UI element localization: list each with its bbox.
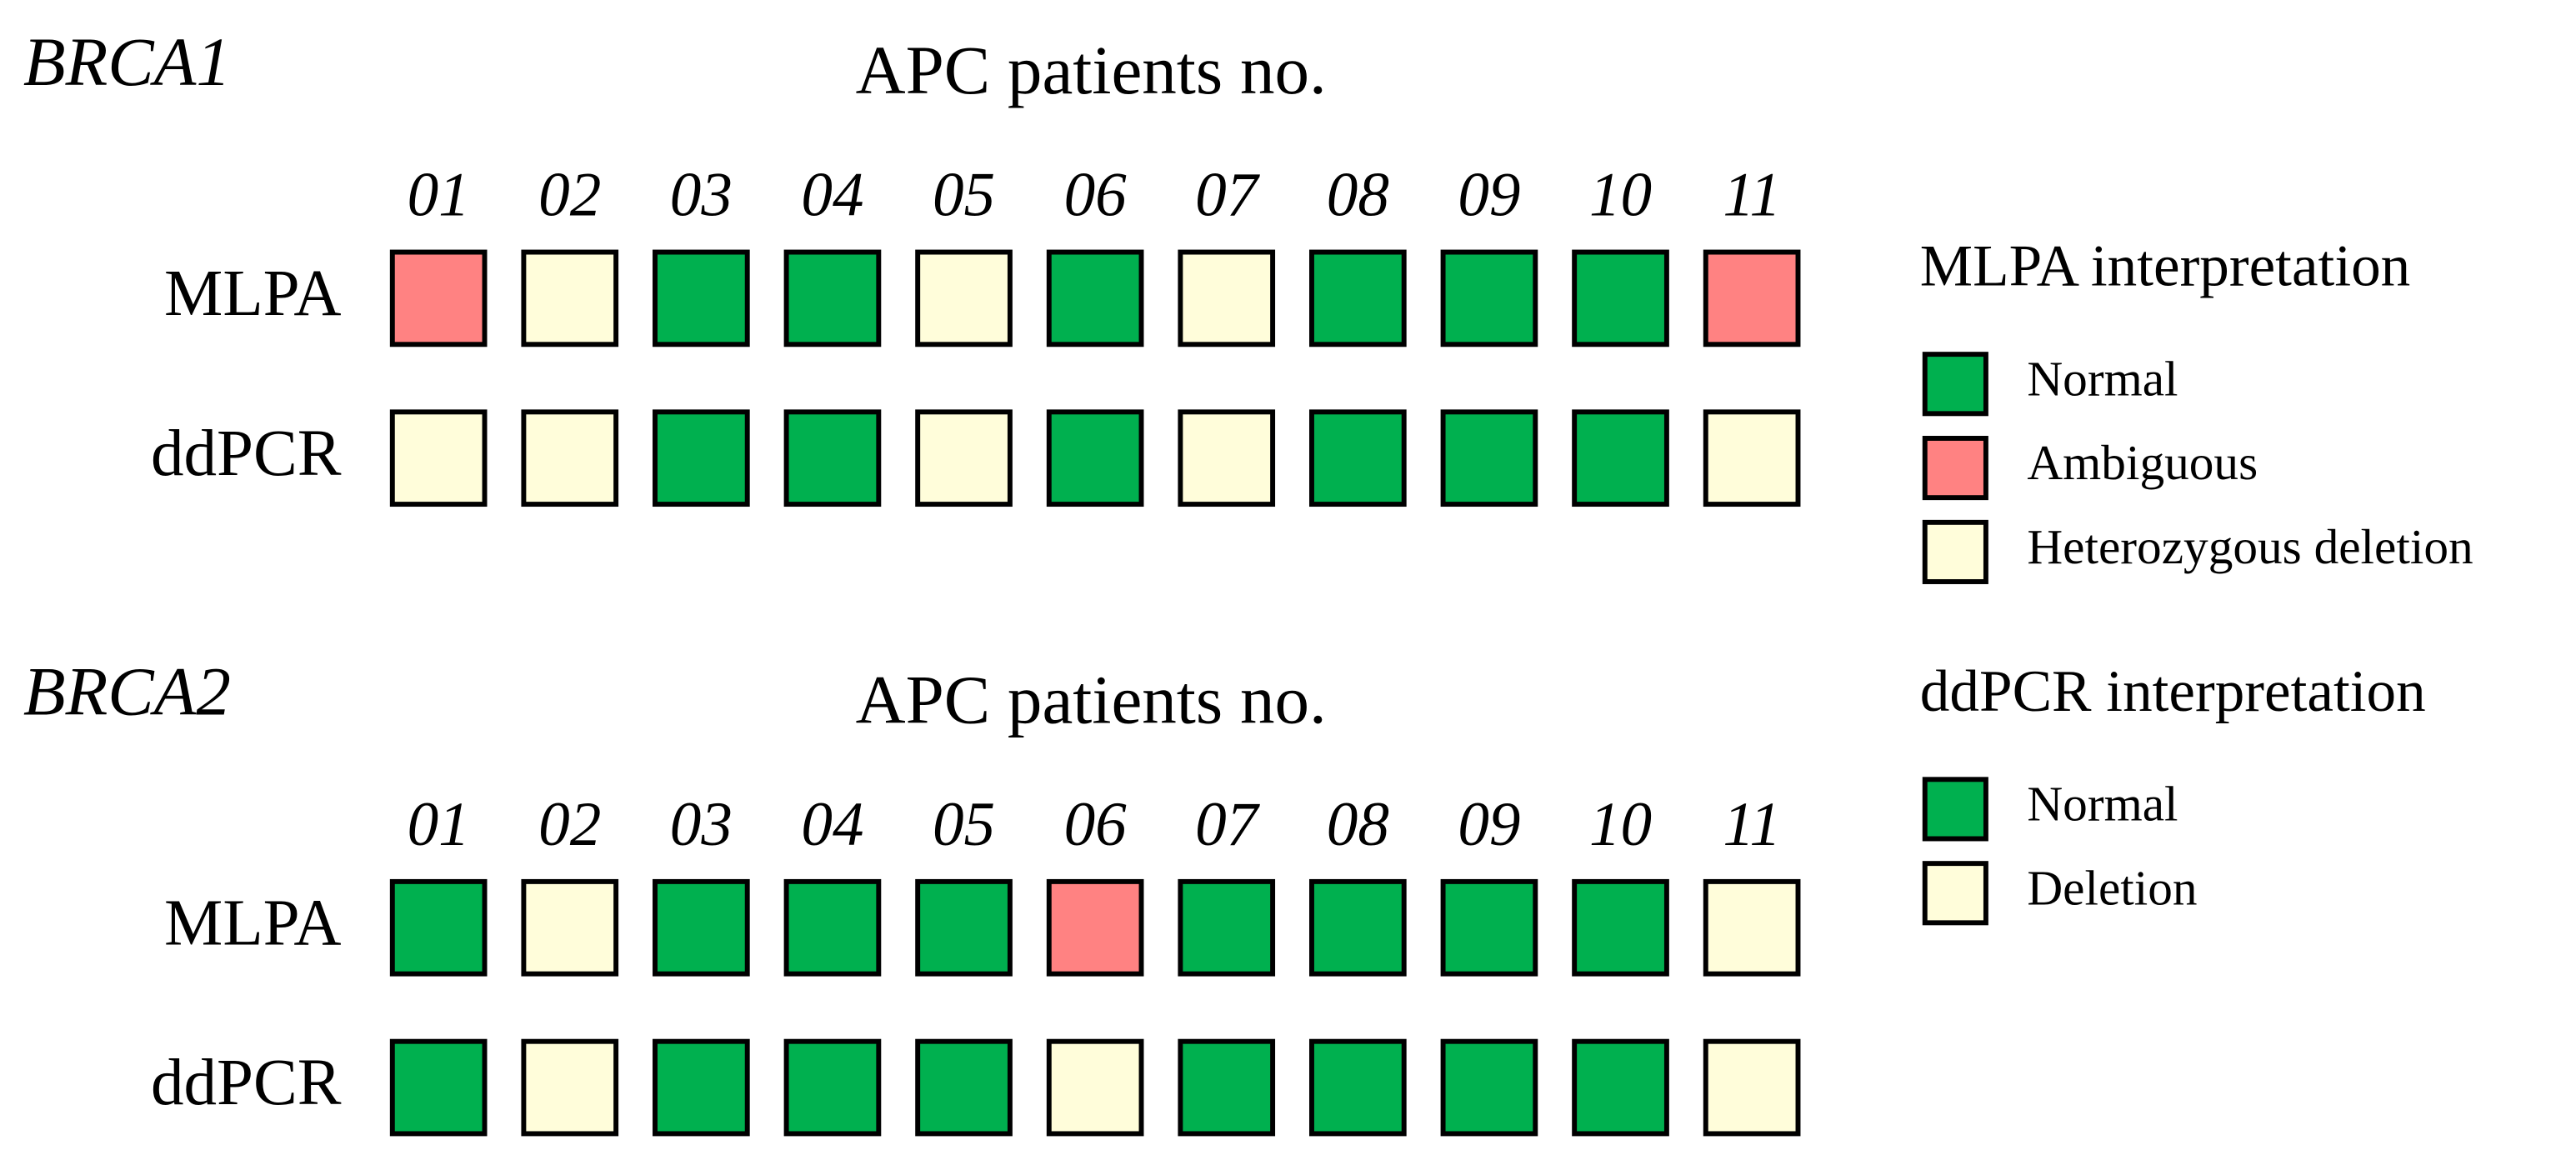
status-cell <box>389 1038 488 1137</box>
status-cell <box>1440 1038 1538 1137</box>
status-cell <box>783 249 882 348</box>
status-cell <box>1046 249 1144 348</box>
status-cell <box>389 249 488 348</box>
status-cell <box>1178 1038 1276 1137</box>
patient-number: 01 <box>408 160 470 229</box>
status-cell <box>521 878 619 977</box>
status-cell <box>1309 1038 1407 1137</box>
patient-number: 04 <box>801 160 863 229</box>
status-cell <box>1703 878 1801 977</box>
status-cell <box>1703 409 1801 508</box>
status-cell <box>521 1038 619 1137</box>
legend-label: Deletion <box>2027 860 2197 915</box>
status-cell <box>915 1038 1013 1137</box>
patient-number: 10 <box>1589 790 1652 859</box>
status-cell <box>915 249 1013 348</box>
row-label: MLPA <box>164 887 341 959</box>
patient-number: 07 <box>1195 790 1261 859</box>
patient-number: 06 <box>1064 160 1128 229</box>
patient-number: 04 <box>801 790 863 859</box>
patient-number: 01 <box>408 790 470 859</box>
status-cell <box>389 409 488 508</box>
status-cell <box>1572 249 1669 348</box>
legend-label: Normal <box>2027 776 2178 831</box>
patient-number: 08 <box>1327 790 1389 859</box>
patient-number: 11 <box>1723 160 1781 229</box>
gene-label: BRCA1 <box>23 23 231 100</box>
legend-swatch <box>1922 519 1988 584</box>
legend-swatch <box>1922 352 1988 417</box>
status-cell <box>521 409 619 508</box>
patient-number: 09 <box>1458 160 1520 229</box>
status-cell <box>1572 409 1669 508</box>
status-cell <box>653 878 750 977</box>
status-cell <box>1440 249 1538 348</box>
status-cell <box>1046 1038 1144 1137</box>
status-cell <box>1046 878 1144 977</box>
patient-number: 09 <box>1458 790 1520 859</box>
status-cell <box>1572 1038 1669 1137</box>
patient-number: 05 <box>933 160 995 229</box>
patient-number: 03 <box>670 160 733 229</box>
row-label: ddPCR <box>151 1047 342 1119</box>
gene-label: BRCA2 <box>23 652 231 729</box>
legend-title: ddPCR interpretation <box>1920 659 2426 724</box>
legend-label: Normal <box>2027 351 2178 406</box>
row-label: MLPA <box>164 258 341 330</box>
panel-header: APC patients no. <box>856 32 1327 108</box>
patient-number: 11 <box>1723 790 1781 859</box>
status-cell <box>1178 409 1276 508</box>
legend-swatch <box>1922 861 1988 926</box>
status-cell <box>653 1038 750 1137</box>
status-cell <box>1440 878 1538 977</box>
status-cell <box>1309 409 1407 508</box>
status-cell <box>1178 878 1276 977</box>
patient-number: 06 <box>1064 790 1128 859</box>
status-cell <box>1440 409 1538 508</box>
panel-header: APC patients no. <box>856 661 1327 738</box>
patient-number: 02 <box>538 160 601 229</box>
status-cell <box>1046 409 1144 508</box>
status-cell <box>783 878 882 977</box>
patient-number: 07 <box>1195 160 1261 229</box>
status-cell <box>783 1038 882 1137</box>
status-cell <box>1309 249 1407 348</box>
legend-title: MLPA interpretation <box>1920 234 2410 299</box>
status-cell <box>1703 249 1801 348</box>
legend-swatch <box>1922 777 1988 842</box>
status-cell <box>389 878 488 977</box>
status-cell <box>915 409 1013 508</box>
status-cell <box>915 878 1013 977</box>
status-cell <box>1572 878 1669 977</box>
legend-swatch <box>1922 436 1988 501</box>
row-label: ddPCR <box>151 418 342 490</box>
patient-number: 03 <box>670 790 733 859</box>
patient-number: 10 <box>1589 160 1652 229</box>
status-cell <box>1703 1038 1801 1137</box>
patient-number: 02 <box>538 790 601 859</box>
status-cell <box>521 249 619 348</box>
status-cell <box>653 409 750 508</box>
patient-number: 05 <box>933 790 995 859</box>
legend-label: Heterozygous deletion <box>2027 519 2473 574</box>
legend-label: Ambiguous <box>2027 435 2258 490</box>
status-cell <box>1178 249 1276 348</box>
status-cell <box>653 249 750 348</box>
patient-number: 08 <box>1327 160 1389 229</box>
status-cell <box>1309 878 1407 977</box>
status-cell <box>783 409 882 508</box>
